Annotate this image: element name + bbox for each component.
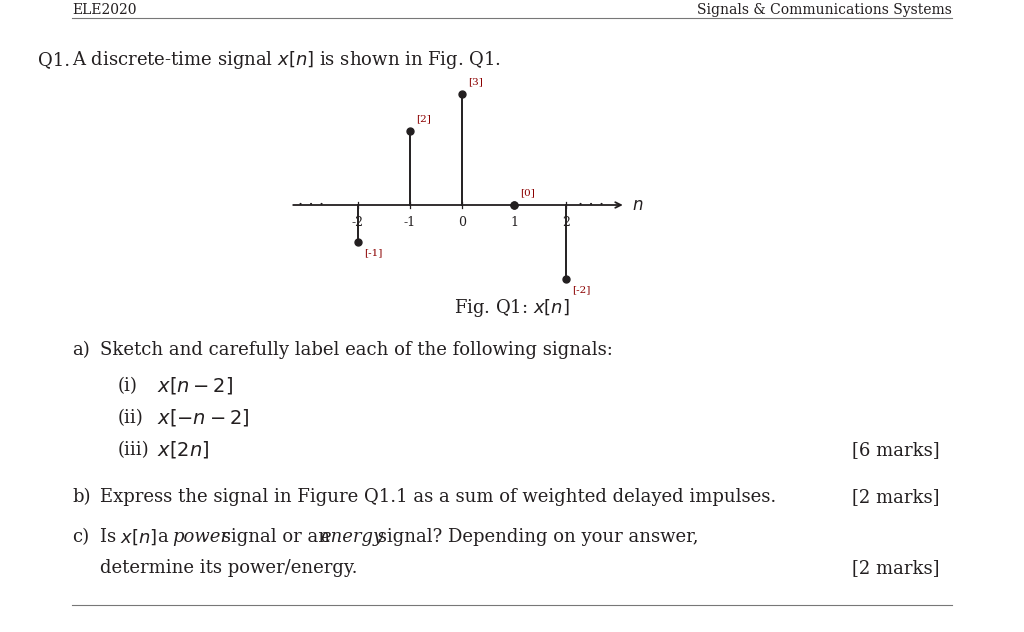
Text: A discrete-time signal $x[n]$ is shown in Fig. Q1.: A discrete-time signal $x[n]$ is shown i… bbox=[72, 49, 501, 71]
Text: Signals & Communications Systems: Signals & Communications Systems bbox=[697, 3, 952, 17]
Text: b): b) bbox=[72, 488, 90, 506]
Text: · · ·: · · · bbox=[578, 197, 604, 214]
Text: ELE2020: ELE2020 bbox=[72, 3, 136, 17]
Text: $x[-n-2]$: $x[-n-2]$ bbox=[157, 408, 250, 428]
Text: a): a) bbox=[72, 341, 90, 359]
Text: [3]: [3] bbox=[468, 78, 483, 87]
Text: [0]: [0] bbox=[520, 188, 535, 197]
Text: $x[n]$: $x[n]$ bbox=[120, 527, 157, 547]
Text: -2: -2 bbox=[352, 216, 364, 229]
Text: 0: 0 bbox=[458, 216, 466, 229]
Text: [-2]: [-2] bbox=[572, 286, 591, 295]
Text: [6 marks]: [6 marks] bbox=[852, 441, 940, 459]
Text: -1: -1 bbox=[403, 216, 416, 229]
Text: signal or an: signal or an bbox=[216, 528, 336, 546]
Text: $x[n-2]$: $x[n-2]$ bbox=[157, 375, 233, 396]
Text: 1: 1 bbox=[510, 216, 518, 229]
Text: c): c) bbox=[72, 528, 89, 546]
Text: Is: Is bbox=[100, 528, 122, 546]
Text: determine its power/energy.: determine its power/energy. bbox=[100, 559, 357, 577]
Text: · · ·: · · · bbox=[298, 197, 325, 214]
Text: Q1.: Q1. bbox=[38, 51, 70, 69]
Text: [2]: [2] bbox=[416, 114, 431, 123]
Text: (i): (i) bbox=[118, 377, 138, 395]
Text: [-1]: [-1] bbox=[364, 248, 382, 257]
Text: $n$: $n$ bbox=[632, 197, 643, 214]
Text: Fig. Q1: $x[n]$: Fig. Q1: $x[n]$ bbox=[454, 297, 570, 319]
Text: energy: energy bbox=[319, 528, 383, 546]
Text: Sketch and carefully label each of the following signals:: Sketch and carefully label each of the f… bbox=[100, 341, 613, 359]
Text: (iii): (iii) bbox=[118, 441, 150, 459]
Text: 2: 2 bbox=[562, 216, 570, 229]
Text: [2 marks]: [2 marks] bbox=[853, 488, 940, 506]
Text: Express the signal in Figure Q1.1 as a sum of weighted delayed impulses.: Express the signal in Figure Q1.1 as a s… bbox=[100, 488, 776, 506]
Text: $x[2n]$: $x[2n]$ bbox=[157, 439, 209, 461]
Text: signal? Depending on your answer,: signal? Depending on your answer, bbox=[372, 528, 698, 546]
Text: [2 marks]: [2 marks] bbox=[853, 559, 940, 577]
Text: (ii): (ii) bbox=[118, 409, 143, 427]
Text: power: power bbox=[172, 528, 229, 546]
Text: a: a bbox=[158, 528, 174, 546]
